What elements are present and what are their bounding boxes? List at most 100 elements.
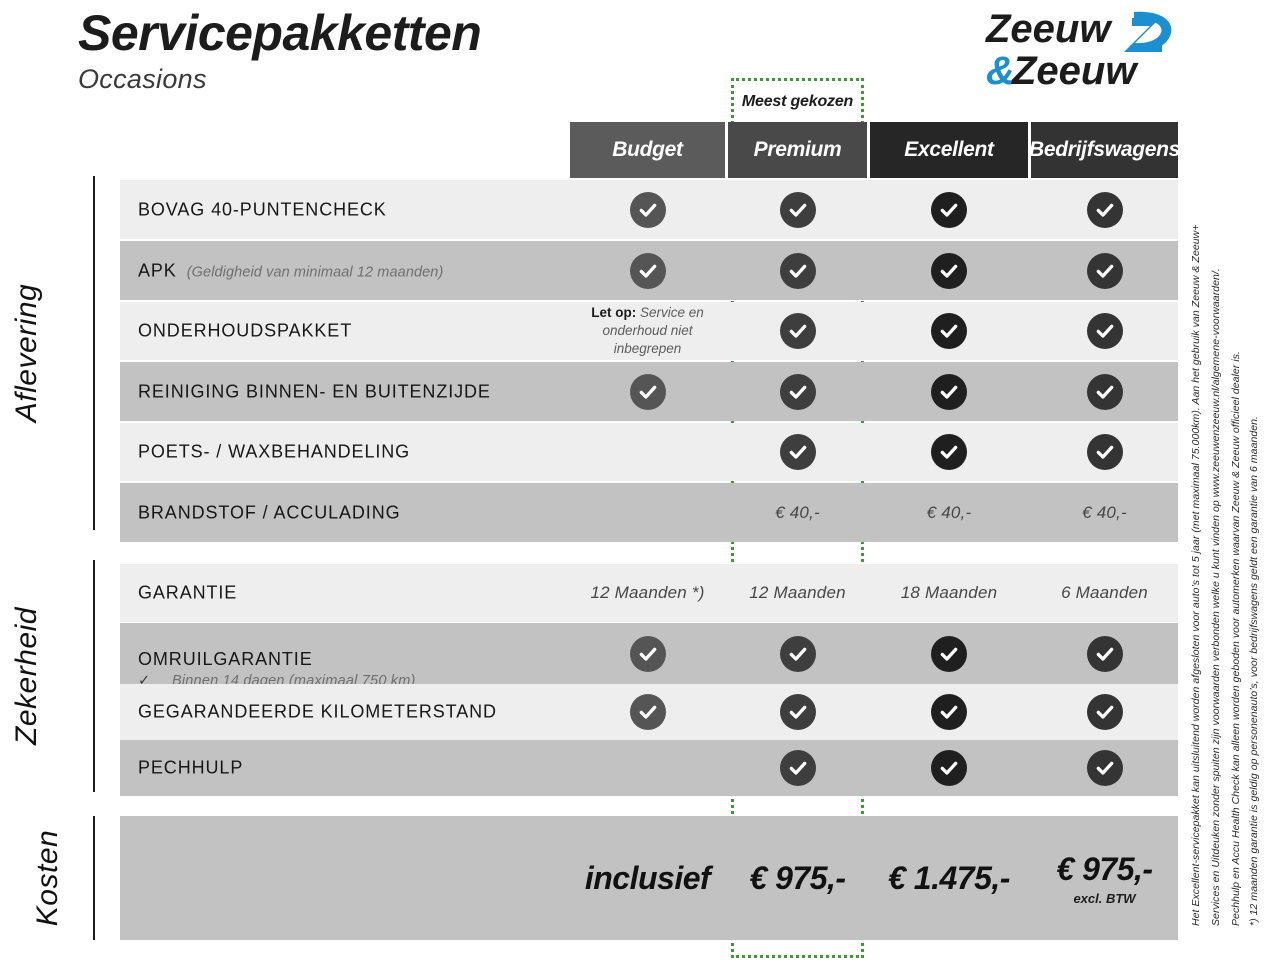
cell-reiniging-premium bbox=[728, 362, 867, 421]
value-text: € 40,- bbox=[775, 502, 820, 522]
check-icon bbox=[779, 635, 816, 672]
check-icon bbox=[931, 191, 967, 228]
column-header-premium[interactable]: Premium bbox=[728, 122, 867, 178]
table-row: BRANDSTOF / ACCULADING € 40,- € 40,- € 4… bbox=[120, 483, 1178, 542]
cell-onderhoudspakket-premium bbox=[728, 302, 867, 360]
check-icon bbox=[1086, 434, 1123, 470]
column-header-budget[interactable]: Budget bbox=[570, 122, 725, 178]
table-row: APK (Geldigheid van minimaal 12 maanden) bbox=[120, 241, 1178, 300]
cell-poets-excellent bbox=[870, 423, 1028, 481]
most-chosen-label: Meest gekozen bbox=[741, 93, 854, 110]
cell-kilometerstand-premium bbox=[728, 684, 867, 740]
cell-brandstof-bedrijfswagens: € 40,- bbox=[1031, 483, 1178, 542]
check-icon bbox=[1086, 252, 1123, 289]
cell-bovag-bedrijfswagens bbox=[1031, 180, 1178, 239]
section-label-aflevering: Aflevering bbox=[0, 176, 96, 530]
cell-apk-bedrijfswagens bbox=[1031, 241, 1178, 300]
check-icon bbox=[1086, 191, 1123, 228]
cell-kilometerstand-budget bbox=[570, 684, 725, 740]
cell-pechhulp-budget bbox=[570, 740, 725, 796]
cell-reiniging-budget bbox=[570, 362, 725, 421]
check-icon bbox=[1086, 313, 1123, 349]
svg-text:Zeeuw: Zeeuw bbox=[985, 7, 1113, 51]
row-label-pechhulp: PECHHULP bbox=[138, 757, 244, 778]
cell-garantie-budget: 12 Maanden *) bbox=[570, 564, 725, 622]
disclaimer-block: Het Excellent-servicepakket kan uitsluit… bbox=[1190, 0, 1278, 960]
cell-pechhulp-excellent bbox=[870, 740, 1028, 796]
check-icon bbox=[629, 373, 666, 410]
page-subtitle: Occasions bbox=[78, 64, 207, 94]
budget-note: Let op: Service en onderhoud niet inbegr… bbox=[570, 304, 725, 359]
check-icon bbox=[931, 313, 967, 349]
column-header-bedrijfswagens[interactable]: Bedrijfswagens bbox=[1029, 122, 1180, 178]
cell-poets-budget bbox=[570, 423, 725, 481]
disclaimer-line-4: *) 12 maanden garantie is geldig op pers… bbox=[1248, 416, 1260, 926]
section-label-zekerheid: Zekerheid bbox=[0, 560, 96, 792]
cell-brandstof-premium: € 40,- bbox=[728, 483, 867, 542]
row-label-bovag: BOVAG 40-PUNTENCHECK bbox=[138, 199, 387, 219]
section-label-kosten: Kosten bbox=[0, 816, 96, 940]
row-label-poets: POETS- / WAXBEHANDELING bbox=[138, 441, 411, 462]
check-icon bbox=[629, 694, 666, 730]
check-icon bbox=[779, 434, 816, 470]
cell-garantie-excellent: 18 Maanden bbox=[870, 564, 1028, 622]
check-icon bbox=[779, 373, 816, 410]
disclaimer-line-1: Het Excellent-servicepakket kan uitsluit… bbox=[1190, 224, 1202, 926]
title-block: Servicepakketten Occasions bbox=[78, 5, 482, 94]
budget-note-strong: Let op: bbox=[591, 304, 637, 320]
section-label-kosten-text: Kosten bbox=[30, 829, 64, 927]
table-row: OMRUILGARANTIE ✓ Binnen 14 dagen (maximaa… bbox=[120, 623, 1178, 689]
section-label-aflevering-text: Aflevering bbox=[9, 283, 43, 423]
cell-onderhoudspakket-budget: Let op: Service en onderhoud niet inbegr… bbox=[570, 302, 725, 360]
check-icon bbox=[931, 635, 967, 672]
check-icon bbox=[779, 252, 816, 289]
value-text: 12 Maanden *) bbox=[590, 583, 705, 602]
check-icon bbox=[931, 373, 967, 410]
table-row: GEGARANDEERDE KILOMETERSTAND bbox=[120, 684, 1178, 740]
table-row: POETS- / WAXBEHANDELING bbox=[120, 423, 1178, 481]
cell-apk-excellent bbox=[870, 241, 1028, 300]
check-icon bbox=[629, 635, 666, 672]
check-icon bbox=[1086, 373, 1123, 410]
table-row: PECHHULP bbox=[120, 740, 1178, 796]
cost-cell-premium: € 975,- bbox=[728, 816, 867, 940]
check-icon bbox=[931, 252, 967, 289]
row-label-brandstof: BRANDSTOF / ACCULADING bbox=[138, 502, 401, 522]
check-icon bbox=[779, 750, 816, 786]
cell-garantie-bedrijfswagens: 6 Maanden bbox=[1031, 564, 1178, 622]
cell-brandstof-budget bbox=[570, 483, 725, 542]
value-text: 6 Maanden bbox=[1061, 583, 1148, 602]
price-text: € 975,- bbox=[749, 859, 846, 896]
section-rule-aflevering bbox=[93, 176, 95, 530]
cell-onderhoudspakket-excellent bbox=[870, 302, 1028, 360]
row-note-apk: (Geldigheid van minimaal 12 maanden) bbox=[186, 264, 444, 280]
budget-note-text: Service en onderhoud niet inbegrepen bbox=[602, 304, 704, 357]
price-text: inclusief bbox=[584, 859, 711, 896]
table-row: GARANTIE 12 Maanden *) 12 Maanden 18 Maa… bbox=[120, 564, 1178, 622]
value-text: € 40,- bbox=[1082, 502, 1127, 522]
value-text: 12 Maanden bbox=[749, 583, 846, 602]
cell-omruilgarantie-premium bbox=[728, 623, 867, 684]
check-icon bbox=[1086, 635, 1123, 672]
check-icon bbox=[1086, 694, 1123, 730]
price-text: € 1.475,- bbox=[888, 859, 1010, 896]
check-icon bbox=[779, 313, 816, 349]
cell-reiniging-excellent bbox=[870, 362, 1028, 421]
cost-row: inclusief € 975,- € 1.475,- € 975,- excl… bbox=[120, 816, 1178, 940]
cell-pechhulp-premium bbox=[728, 740, 867, 796]
column-header-excellent[interactable]: Excellent bbox=[870, 122, 1028, 178]
cell-pechhulp-bedrijfswagens bbox=[1031, 740, 1178, 796]
check-icon bbox=[931, 434, 967, 470]
cell-kilometerstand-bedrijfswagens bbox=[1031, 684, 1178, 740]
cell-kilometerstand-excellent bbox=[870, 684, 1028, 740]
cell-apk-premium bbox=[728, 241, 867, 300]
section-rule-kosten bbox=[93, 816, 95, 940]
cell-garantie-premium: 12 Maanden bbox=[728, 564, 867, 622]
cell-reiniging-bedrijfswagens bbox=[1031, 362, 1178, 421]
cost-cell-excellent: € 1.475,- bbox=[870, 816, 1028, 940]
row-label-omruilgarantie: OMRUILGARANTIE bbox=[138, 649, 313, 669]
page-title: Servicepakketten bbox=[78, 5, 482, 61]
value-text: 18 Maanden bbox=[900, 583, 998, 602]
check-icon bbox=[779, 191, 816, 228]
